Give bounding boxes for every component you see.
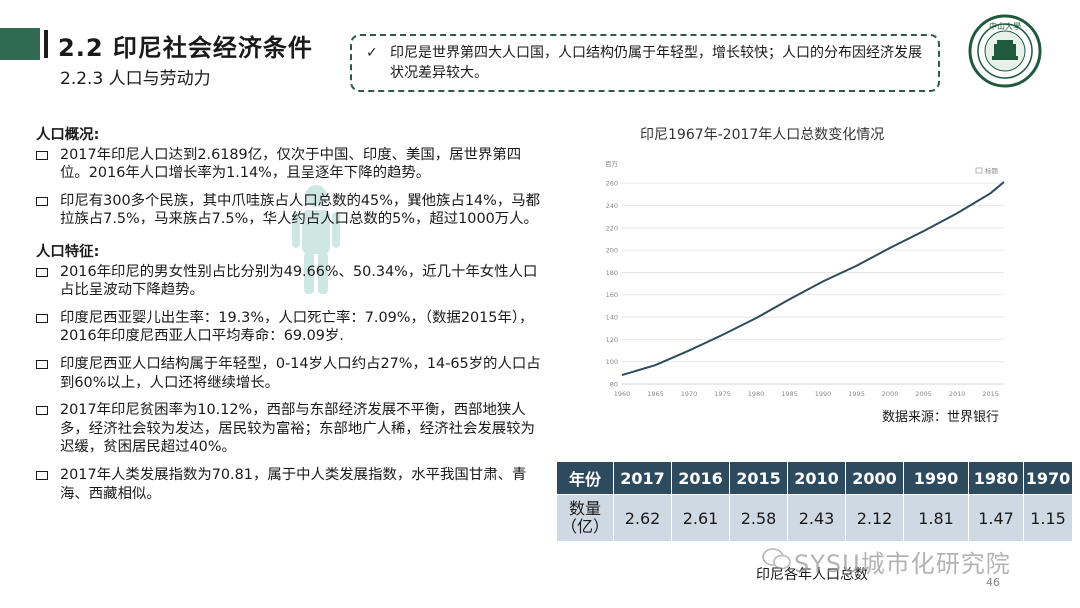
list-item: 2017年人类发展指数为70.81，属于中人类发展指数，水平我国甘肃、青海、西藏… [36, 466, 542, 503]
table-header-cell: 1990 [903, 461, 969, 495]
page-number: 46 [986, 576, 1000, 589]
x-tick-label: 1965 [647, 390, 664, 398]
wechat-icon [762, 548, 791, 570]
page-title: 2.2 印尼社会经济条件 [58, 34, 313, 62]
x-tick-label: 1985 [781, 390, 798, 398]
square-bullet-icon [36, 359, 48, 369]
x-tick-label: 1975 [714, 390, 731, 398]
y-tick-label: 160 [606, 291, 618, 299]
table-header-cell: 2017 [613, 461, 672, 495]
x-tick-label: 2010 [949, 390, 966, 398]
table-cell: 2.58 [729, 494, 788, 542]
square-bullet-icon [36, 267, 48, 277]
text-column: 人口概况: 2017年印尼人口达到2.6189亿，仅次于中国、印度、美国，居世界… [36, 126, 542, 512]
table-cell: 2.61 [671, 494, 730, 542]
y-tick-label: 100 [606, 358, 618, 366]
y-tick-label: 140 [606, 314, 618, 322]
table-row-label: 数量 （亿） [556, 494, 614, 542]
x-tick-label: 1995 [848, 390, 865, 398]
table-cell: 2.43 [787, 494, 846, 542]
legend-swatch [975, 167, 983, 174]
y-axis-label: 百万 [605, 160, 619, 168]
population-table: 年份 2017 2016 2015 2010 2000 1990 1980 19… [556, 461, 1073, 542]
callout-text: 印尼是世界第四大人口国，人口结构仍属于年轻型，增长较快；人口的分布因经济发展状况… [390, 45, 922, 81]
x-tick-label: 1980 [748, 390, 765, 398]
data-source-note: 数据来源：世界银行 [882, 410, 1000, 425]
summary-callout: ✓ 印尼是世界第四大人口国，人口结构仍属于年轻型，增长较快；人口的分布因经济发展… [350, 34, 940, 92]
table-row: 数量 （亿） 2.62 2.61 2.58 2.43 2.12 1.81 1.4… [556, 494, 1073, 542]
x-tick-label: 1970 [681, 390, 698, 398]
watermark-text: SYSU城市化研究院 [794, 550, 1011, 578]
table-header-cell: 1980 [968, 461, 1024, 495]
x-tick-label: 2005 [915, 390, 932, 398]
features-heading: 人口特征: [36, 243, 100, 260]
square-bullet-icon [36, 313, 48, 323]
title-accent-bar [0, 28, 40, 60]
table-cell: 1.47 [968, 494, 1024, 542]
list-item: 2017年印尼贫困率为10.12%，西部与东部经济发展不平衡，西部地狭人多，经济… [36, 401, 542, 457]
square-bullet-icon [36, 406, 48, 416]
list-item: 印度尼西亚人口结构属于年轻型，0-14岁人口约占27%，14-65岁的人口占到6… [36, 355, 542, 392]
x-tick-label: 1990 [815, 390, 832, 398]
y-tick-label: 220 [606, 224, 618, 232]
square-bullet-icon [36, 470, 48, 480]
x-tick-label: 2015 [982, 390, 999, 398]
table-header-cell: 2000 [845, 461, 904, 495]
table-header-cell: 年份 [556, 461, 614, 495]
y-tick-label: 260 [606, 180, 618, 188]
table-cell: 2.62 [613, 494, 672, 542]
x-tick-label: 1960 [614, 390, 631, 398]
square-bullet-icon [36, 150, 48, 160]
table-cell: 1.15 [1023, 494, 1073, 542]
table-cell: 1.81 [903, 494, 969, 542]
table-cell: 2.12 [845, 494, 904, 542]
y-tick-label: 240 [606, 202, 618, 210]
overview-heading: 人口概况: [36, 127, 100, 143]
title-rule [44, 30, 48, 58]
table-header-cell: 1970 [1023, 461, 1073, 495]
table-header-cell: 2016 [671, 461, 730, 495]
square-bullet-icon [36, 196, 48, 206]
list-item: 印尼有300多个民族，其中爪哇族占人口总数的45%，巽他族占14%，马都拉族占7… [36, 192, 542, 229]
legend-label: 标题 [985, 166, 999, 175]
person-silhouette-icon [286, 184, 346, 296]
page-subtitle: 2.2.3 人口与劳动力 [60, 69, 211, 89]
svg-text:中山大學: 中山大學 [989, 21, 1021, 31]
population-series-line [621, 181, 1005, 377]
chart-title: 印尼1967年-2017年人口总数变化情况 [640, 127, 885, 143]
list-item: 2017年印尼人口达到2.6189亿，仅次于中国、印度、美国，居世界第四位。20… [36, 146, 542, 183]
table-header-cell: 2010 [787, 461, 846, 495]
table-header-cell: 2015 [729, 461, 788, 495]
list-item: 2016年印尼的男女性别占比分别为49.66%、50.34%，近几十年女性人口占… [36, 263, 542, 300]
y-tick-label: 120 [606, 336, 618, 344]
table-caption: 印尼各年人口总数 [756, 567, 868, 583]
y-tick-label: 80 [610, 381, 618, 389]
y-tick-label: 180 [606, 269, 618, 277]
population-line-chart: 80 100 120 140 160 180 200 220 240 260 1960 1965 197… [605, 160, 1005, 398]
list-item: 印度尼西亚婴儿出生率：19.3%，人口死亡率：7.09%，（数据2015年），2… [36, 309, 542, 346]
university-seal-logo: 中山大學 [968, 14, 1042, 88]
check-icon: ✓ [366, 45, 378, 61]
y-tick-label: 200 [606, 247, 618, 255]
table-header-row: 年份 2017 2016 2015 2010 2000 1990 1980 19… [556, 461, 1073, 495]
x-tick-label: 2000 [882, 390, 899, 398]
